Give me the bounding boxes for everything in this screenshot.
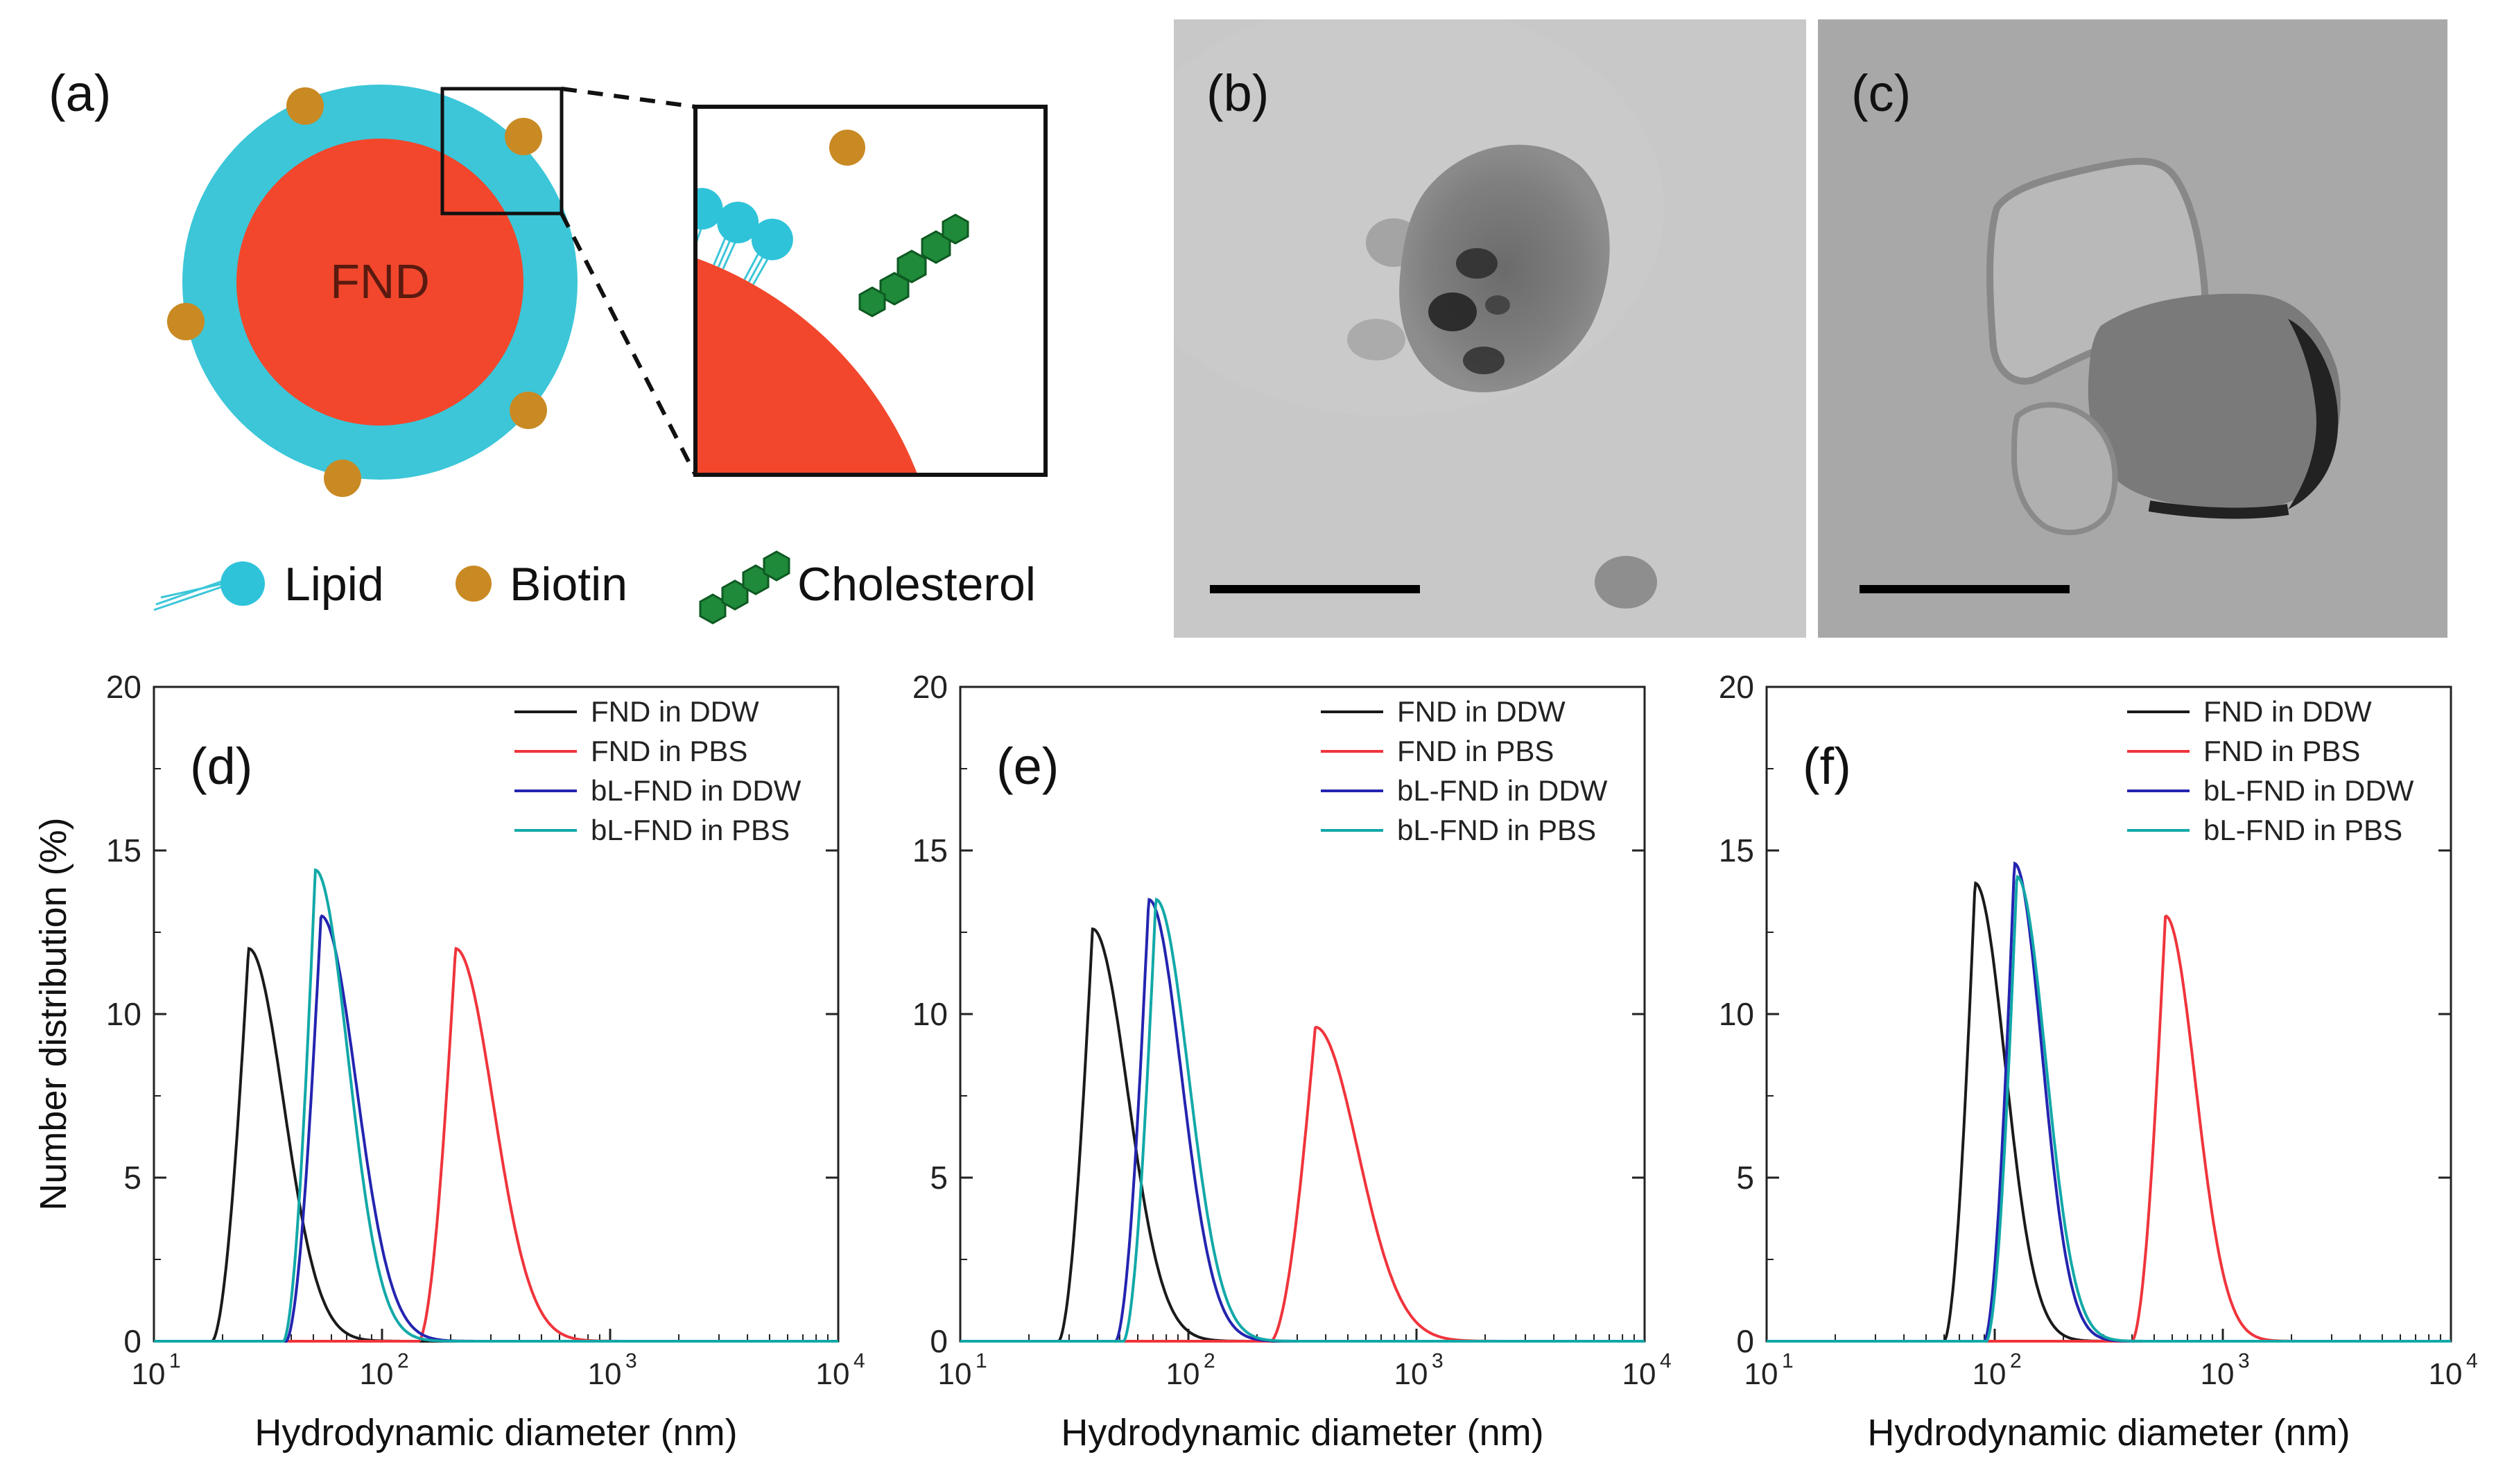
- x-tick-exponent: 3: [1432, 1350, 1444, 1372]
- x-tick-label: 10: [588, 1357, 622, 1391]
- x-tick-label: 10: [938, 1357, 972, 1391]
- legend-entry: FND in PBS: [2203, 735, 2360, 767]
- y-tick-label: 5: [930, 1160, 948, 1196]
- series-line-fnd-in-pbs: [1767, 914, 2451, 1343]
- scale-bar-c: [1860, 585, 2070, 593]
- legend-entry: bL-FND in DDW: [1397, 774, 1608, 807]
- x-tick-exponent: 2: [2010, 1350, 2022, 1372]
- x-tick-label: 10: [1744, 1357, 1778, 1391]
- series-line-fnd-in-pbs: [960, 1025, 1645, 1343]
- x-tick-exponent: 3: [625, 1350, 637, 1372]
- panel-a-label: (a): [49, 64, 111, 122]
- y-tick-label: 10: [1719, 996, 1754, 1032]
- x-tick-exponent: 2: [397, 1350, 409, 1372]
- legend-entry: FND in PBS: [1397, 735, 1554, 767]
- y-tick-label: 20: [106, 669, 141, 705]
- series-line-fnd-in-ddw: [154, 947, 838, 1343]
- x-tick-label: 10: [2429, 1357, 2463, 1391]
- series-line-fnd-in-pbs: [154, 947, 838, 1343]
- fnd-core: [236, 139, 523, 426]
- y-tick-label: 15: [912, 832, 948, 868]
- y-tick-label: 15: [1719, 832, 1754, 868]
- x-tick-exponent: 4: [853, 1350, 865, 1372]
- y-tick-label: 0: [930, 1323, 948, 1359]
- y-tick-label: 5: [123, 1160, 141, 1196]
- cholesterol-molecules: [858, 213, 969, 317]
- series-line-bl-fnd-in-pbs: [1767, 874, 2451, 1343]
- lipid-legend-label: Lipid: [284, 558, 384, 611]
- x-tick-exponent: 3: [2238, 1350, 2250, 1372]
- series-line-bl-fnd-in-pbs: [154, 868, 838, 1343]
- legend-entry: bL-FND in PBS: [2203, 814, 2402, 846]
- legend-entry: FND in PBS: [591, 735, 747, 767]
- x-tick-label: 10: [1394, 1357, 1428, 1391]
- x-axis-label: Hydrodynamic diameter (nm): [1867, 1412, 2350, 1454]
- legend-entry: FND in DDW: [591, 695, 759, 728]
- series-line-bl-fnd-in-ddw: [1767, 861, 2451, 1343]
- panel-a-legend: Lipid Biotin Cholesterol: [153, 550, 1036, 625]
- x-tick-label: 10: [360, 1357, 394, 1391]
- x-tick-label: 10: [1166, 1357, 1200, 1391]
- panel-c-image: (c): [1818, 19, 2447, 638]
- legend-entry: bL-FND in DDW: [2203, 774, 2414, 807]
- legend-entry: FND in DDW: [1397, 695, 1566, 728]
- y-tick-label: 20: [912, 669, 948, 705]
- panel-c-label: (c): [1851, 64, 1911, 122]
- x-axis-label: Hydrodynamic diameter (nm): [1061, 1412, 1543, 1454]
- series-line-fnd-in-ddw: [1767, 881, 2451, 1343]
- x-tick-label: 10: [2201, 1357, 2235, 1391]
- y-tick-label: 0: [123, 1323, 141, 1359]
- x-tick-exponent: 1: [169, 1350, 181, 1372]
- zoom-line-bottom: [560, 212, 697, 476]
- x-tick-exponent: 1: [976, 1350, 987, 1372]
- x-tick-label: 10: [1622, 1357, 1656, 1391]
- x-axis-label: Hydrodynamic diameter (nm): [254, 1412, 737, 1454]
- y-tick-label: 20: [1719, 669, 1754, 705]
- x-tick-exponent: 4: [1660, 1350, 1672, 1372]
- panel-label: (e): [996, 737, 1059, 795]
- panel-label: (f): [1803, 737, 1851, 795]
- x-tick-label: 10: [132, 1357, 166, 1391]
- biotin-legend-icon: [456, 566, 492, 602]
- x-tick-exponent: 2: [1204, 1350, 1215, 1372]
- series-line-fnd-in-ddw: [960, 927, 1645, 1343]
- panel-b-image: (b): [1174, 19, 1806, 638]
- panel-a: (a) FND: [49, 64, 1048, 625]
- biotin-legend-label: Biotin: [510, 558, 627, 611]
- y-tick-label: 0: [1736, 1323, 1754, 1359]
- y-axis-label: Number distribution (%): [33, 817, 74, 1210]
- cholesterol-legend-icon: [699, 550, 790, 625]
- x-tick-label: 10: [816, 1357, 850, 1391]
- y-tick-label: 10: [912, 996, 948, 1032]
- series-line-bl-fnd-in-pbs: [960, 898, 1645, 1343]
- series-line-bl-fnd-in-ddw: [960, 898, 1645, 1343]
- inset-biotin: [829, 130, 865, 166]
- x-tick-exponent: 1: [1782, 1350, 1794, 1372]
- panel-label: (d): [190, 737, 252, 795]
- legend-entry: bL-FND in PBS: [1397, 814, 1596, 846]
- legend-entry: bL-FND in PBS: [591, 814, 790, 846]
- legend-entry: FND in DDW: [2203, 695, 2372, 728]
- cholesterol-legend-label: Cholesterol: [797, 558, 1036, 611]
- y-tick-label: 5: [1736, 1160, 1754, 1196]
- panel-b-label: (b): [1206, 64, 1269, 122]
- core-label: FND: [330, 254, 430, 308]
- biotin-dots: [167, 87, 547, 497]
- zoom-inset: [693, 105, 1048, 477]
- legend-entry: bL-FND in DDW: [591, 774, 801, 807]
- y-tick-label: 10: [106, 996, 141, 1032]
- lipid-legend-icon: [153, 561, 265, 611]
- scale-bar-b: [1210, 585, 1420, 593]
- x-tick-label: 10: [1973, 1357, 2007, 1391]
- zoom-line-top: [561, 87, 696, 109]
- x-tick-exponent: 4: [2466, 1350, 2478, 1372]
- y-tick-label: 15: [106, 832, 141, 868]
- zoom-source-box: [440, 87, 564, 216]
